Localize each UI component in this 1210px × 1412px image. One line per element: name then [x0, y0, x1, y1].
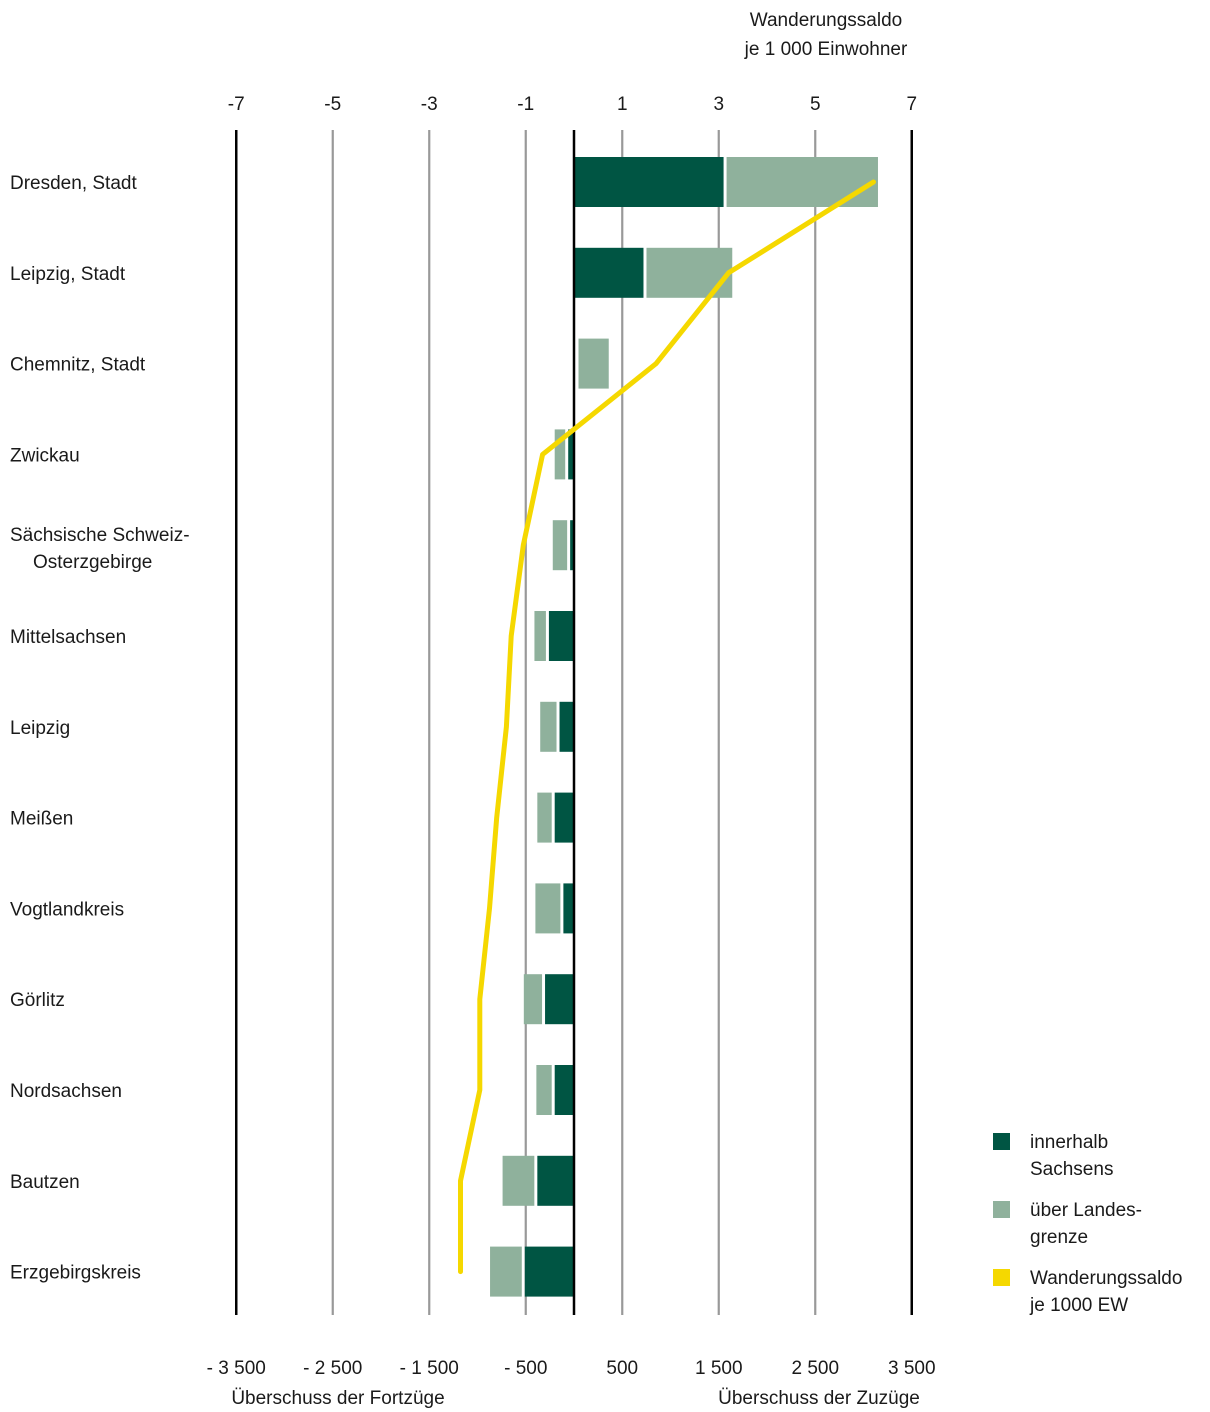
top-tick-label: -3 [421, 94, 438, 115]
category-label: Mittelsachsen [10, 627, 126, 648]
bar-innerhalb-sachsens [554, 792, 574, 843]
rate-line [458, 179, 876, 1275]
tick-labels: -7 -5 -3 -1 1 3 5 7 - 3 500 - 2 500 - 1 500 - 500 50… [207, 94, 936, 1379]
bottom-left-label: Überschuss der Fortzüge [231, 1388, 444, 1409]
bar-ueber-landesgrenze [537, 792, 552, 843]
bar-ueber-landesgrenze [578, 338, 609, 389]
category-label: Nordsachsen [10, 1081, 122, 1102]
bar-ueber-landesgrenze [535, 883, 561, 934]
bar-innerhalb-sachsens [563, 883, 574, 934]
category-label: Osterzgebirge [33, 552, 152, 573]
legend-label: Wanderungssaldo [1030, 1268, 1182, 1289]
bar-ueber-landesgrenze [536, 1065, 552, 1115]
top-tick-label: -7 [228, 94, 245, 115]
category-label: Vogtlandkreis [10, 899, 124, 920]
bar-innerhalb-sachsens [574, 247, 644, 298]
bottom-tick-label: 1 500 [695, 1358, 743, 1379]
grid-lines [235, 130, 913, 1315]
bar-ueber-landesgrenze [554, 429, 566, 480]
bottom-tick-label: - 3 500 [207, 1358, 266, 1379]
bar-ueber-landesgrenze [726, 157, 878, 207]
bottom-tick-label: - 500 [504, 1358, 547, 1379]
bar-ueber-landesgrenze [523, 974, 543, 1025]
legend-label: über Landes- [1030, 1200, 1142, 1221]
bottom-right-label: Überschuss der Zuzüge [718, 1388, 920, 1409]
bar-ueber-landesgrenze [490, 1246, 522, 1297]
bar-ueber-landesgrenze [502, 1155, 535, 1206]
bars [490, 157, 878, 1297]
bottom-tick-label: - 2 500 [303, 1358, 362, 1379]
top-tick-label: 1 [617, 94, 628, 115]
legend-swatch [993, 1201, 1010, 1218]
legend-label: je 1000 EW [1029, 1295, 1128, 1316]
legend-swatch [993, 1133, 1010, 1150]
bar-ueber-landesgrenze [646, 247, 733, 298]
bar-innerhalb-sachsens [559, 701, 574, 752]
top-tick-label: -5 [324, 94, 341, 115]
bar-innerhalb-sachsens [537, 1155, 574, 1206]
bar-innerhalb-sachsens [574, 157, 724, 207]
bar-innerhalb-sachsens [545, 974, 574, 1025]
bar-ueber-landesgrenze [552, 520, 568, 571]
bar-innerhalb-sachsens [548, 611, 574, 661]
category-label: Chemnitz, Stadt [10, 355, 146, 376]
category-label: Leipzig [10, 718, 70, 739]
legend: innerhalb Sachsens über Landes-grenze Wande… [993, 1132, 1182, 1316]
bottom-tick-label: 500 [606, 1358, 638, 1379]
rate-line-path [458, 179, 876, 1275]
category-label: Bautzen [10, 1172, 80, 1193]
category-label: Dresden, Stadt [10, 173, 137, 194]
category-label: Leipzig, Stadt [10, 264, 126, 285]
bar-ueber-landesgrenze [540, 701, 557, 752]
legend-swatch [993, 1269, 1010, 1286]
category-label: Sächsische Schweiz- [10, 525, 190, 546]
bottom-tick-label: 2 500 [791, 1358, 839, 1379]
category-labels: Dresden, Stadt Leipzig, Stadt Chemnitz, St… [10, 173, 190, 1284]
top-tick-label: 5 [810, 94, 821, 115]
top-tick-label: 3 [713, 94, 724, 115]
top-axis-title: je 1 000 Einwohner [744, 39, 908, 60]
category-label: Görlitz [10, 990, 65, 1011]
category-label: Erzgebirgskreis [10, 1263, 141, 1284]
legend-label: grenze [1030, 1227, 1088, 1248]
bar-innerhalb-sachsens [568, 429, 574, 480]
category-label: Zwickau [10, 445, 80, 466]
bar-innerhalb-sachsens [554, 1065, 574, 1115]
top-axis-title: Wanderungssaldo [750, 10, 902, 31]
top-tick-label: -1 [517, 94, 534, 115]
legend-label: Sachsens [1030, 1159, 1113, 1180]
bar-innerhalb-sachsens [524, 1246, 574, 1297]
top-tick-label: 7 [906, 94, 917, 115]
bar-innerhalb-sachsens [570, 520, 574, 571]
bar-ueber-landesgrenze [534, 611, 546, 661]
legend-label: innerhalb [1030, 1132, 1108, 1153]
bottom-tick-label: 3 500 [888, 1358, 936, 1379]
category-label: Meißen [10, 809, 73, 830]
axis-titles: Wanderungssaldo je 1 000 Einwohner Übersch… [231, 10, 920, 1409]
bottom-tick-label: - 1 500 [400, 1358, 459, 1379]
